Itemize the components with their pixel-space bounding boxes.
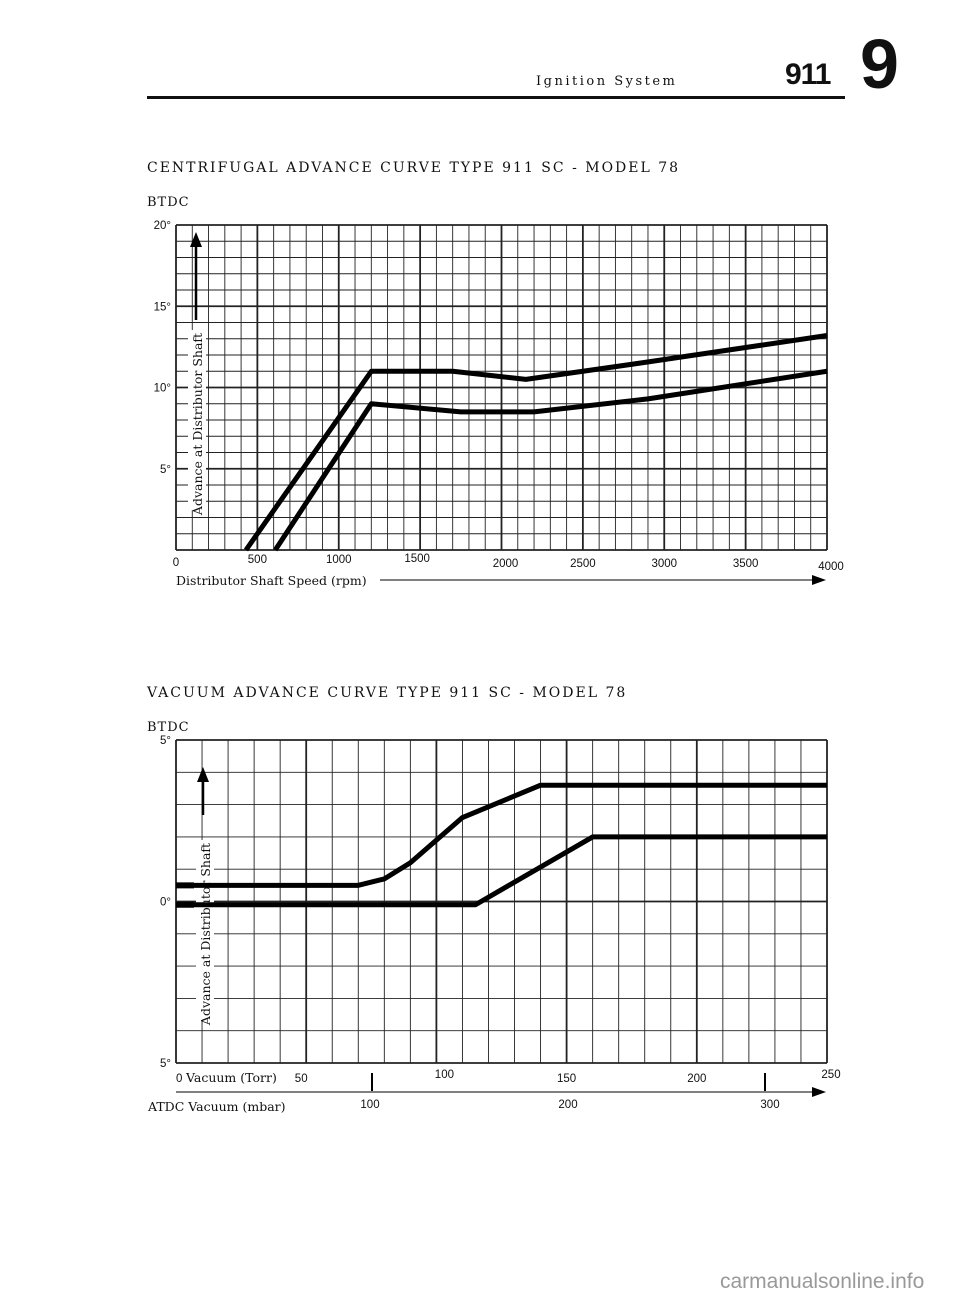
y-tick-label: 5°: [160, 1058, 171, 1070]
x-axis-secondary-label: ATDC Vacuum (mbar): [147, 1099, 286, 1114]
chapter-number: 9: [860, 25, 899, 103]
right-arrow-icon: [176, 1073, 826, 1097]
label-background: [188, 330, 206, 510]
x-tick-label: 150: [557, 1073, 576, 1085]
x-tick-label: 500: [248, 554, 267, 566]
vacuum-advance-chart: VACUUM ADVANCE CURVE TYPE 911 SC - MODEL…: [146, 685, 841, 1114]
up-arrow-icon: [190, 232, 202, 320]
series-line-2: [243, 333, 828, 552]
x-tick-label: 200: [687, 1073, 706, 1085]
x-tick-label: 50: [295, 1073, 308, 1085]
y-tick-label: 5°: [160, 464, 171, 476]
chart-title: CENTRIFUGAL ADVANCE CURVE TYPE 911 SC - …: [147, 160, 680, 176]
x-tick-label: 2500: [570, 558, 596, 570]
series-line-1: [273, 368, 828, 552]
x-tick-label: 4000: [818, 561, 844, 573]
series-line-2: [176, 782, 827, 888]
series-line-1: [176, 834, 827, 908]
x-tick-label: 0: [176, 1073, 182, 1085]
x-axis-label: Distributor Shaft Speed (rpm): [176, 573, 367, 588]
up-arrow-icon: [197, 767, 209, 815]
x-tick-label: 1500: [404, 553, 430, 565]
y-axis-label: Advance at Distributor Shaft: [190, 333, 205, 516]
section-title: Ignition System: [536, 74, 678, 89]
x-tick-label: 3500: [733, 558, 759, 570]
x-tick-label: 0: [173, 557, 179, 569]
x-tick-label: 3000: [651, 558, 677, 570]
x-tick-label: 1000: [326, 554, 352, 566]
y-tick-label: 20°: [154, 220, 171, 232]
x-tick-label: 2000: [493, 558, 519, 570]
right-arrow-icon: [380, 575, 826, 585]
x2-tick-label: 200: [558, 1099, 577, 1111]
page-header: Ignition System 911 9: [0, 0, 960, 110]
y-tick-label: 0°: [160, 897, 171, 909]
x2-tick-label: 300: [760, 1099, 779, 1111]
y-tick-label: 10°: [154, 383, 171, 395]
x-axis-label: Vacuum (Torr): [185, 1070, 277, 1085]
header-rule: [147, 96, 845, 99]
y-tick-label: 15°: [154, 301, 171, 313]
grid: [175, 224, 828, 551]
x-tick-label: 250: [821, 1069, 840, 1081]
model-number: 911: [785, 58, 831, 91]
y-tick-label: 5°: [160, 735, 171, 747]
centrifugal-advance-chart: CENTRIFUGAL ADVANCE CURVE TYPE 911 SC - …: [147, 160, 844, 588]
y-axis-label: Advance at Distributor Shaft: [198, 843, 213, 1026]
grid: [175, 739, 828, 1064]
unit-label: BTDC: [147, 195, 190, 210]
chart-title: VACUUM ADVANCE CURVE TYPE 911 SC - MODEL…: [146, 685, 627, 701]
x2-tick-label: 100: [360, 1099, 379, 1111]
unit-label: BTDC: [147, 720, 190, 735]
watermark: carmanualsonline.info: [720, 1270, 925, 1293]
x-tick-label: 100: [435, 1069, 454, 1081]
